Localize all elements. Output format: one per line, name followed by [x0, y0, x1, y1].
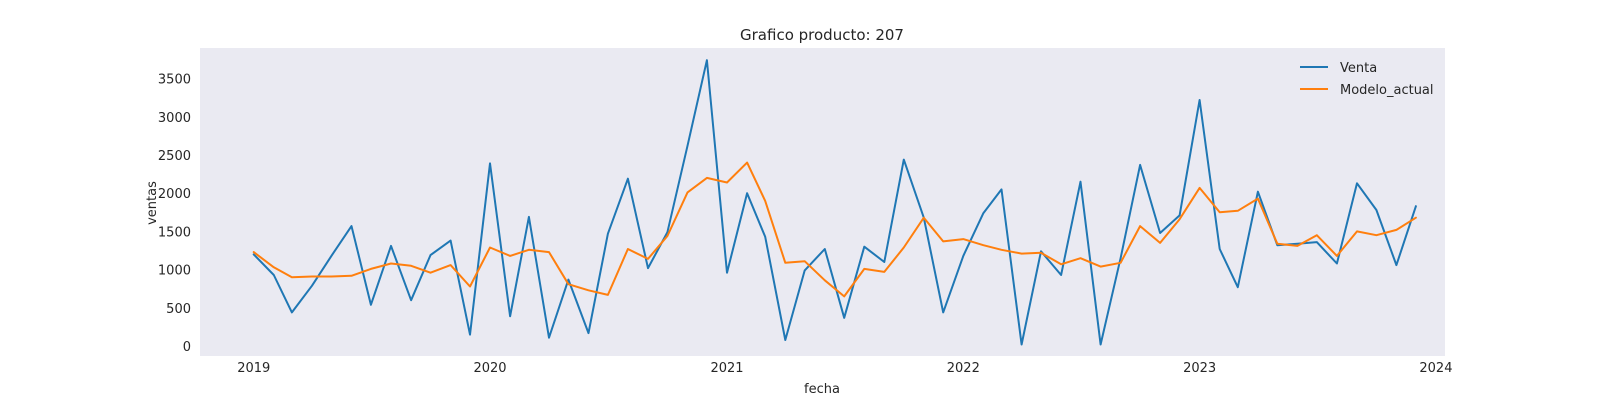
legend-label-venta: Venta [1340, 61, 1377, 76]
y-tick-label: 500 [166, 302, 191, 317]
x-axis-label: fecha [804, 382, 840, 397]
y-tick-label: 2000 [158, 187, 191, 202]
x-tick-label: 2023 [1183, 361, 1216, 376]
y-tick-label: 3000 [158, 111, 191, 126]
x-tick-label: 2019 [237, 361, 270, 376]
y-axis-ticks: 0 500 1000 1500 2000 2500 3000 3500 [158, 73, 191, 355]
y-axis-label: ventas [145, 181, 160, 225]
y-tick-label: 1000 [158, 264, 191, 279]
x-tick-label: 2024 [1419, 361, 1452, 376]
y-tick-label: 2500 [158, 149, 191, 164]
y-tick-label: 3500 [158, 73, 191, 88]
legend-label-modelo-actual: Modelo_actual [1340, 83, 1434, 98]
x-axis-ticks: 2019 2020 2021 2022 2023 2024 [237, 361, 1452, 376]
series-lines [252, 59, 1417, 346]
x-tick-label: 2021 [710, 361, 743, 376]
y-tick-label: 0 [183, 340, 191, 355]
series-line-venta [252, 59, 1417, 346]
x-tick-label: 2020 [473, 361, 506, 376]
series-line-modelo-actual [252, 161, 1417, 298]
plot-background [200, 48, 1445, 356]
chart-title: Grafico producto: 207 [740, 26, 904, 44]
legend: Venta Modelo_actual [1300, 61, 1434, 98]
y-tick-label: 1500 [158, 225, 191, 240]
x-tick-label: 2022 [947, 361, 980, 376]
